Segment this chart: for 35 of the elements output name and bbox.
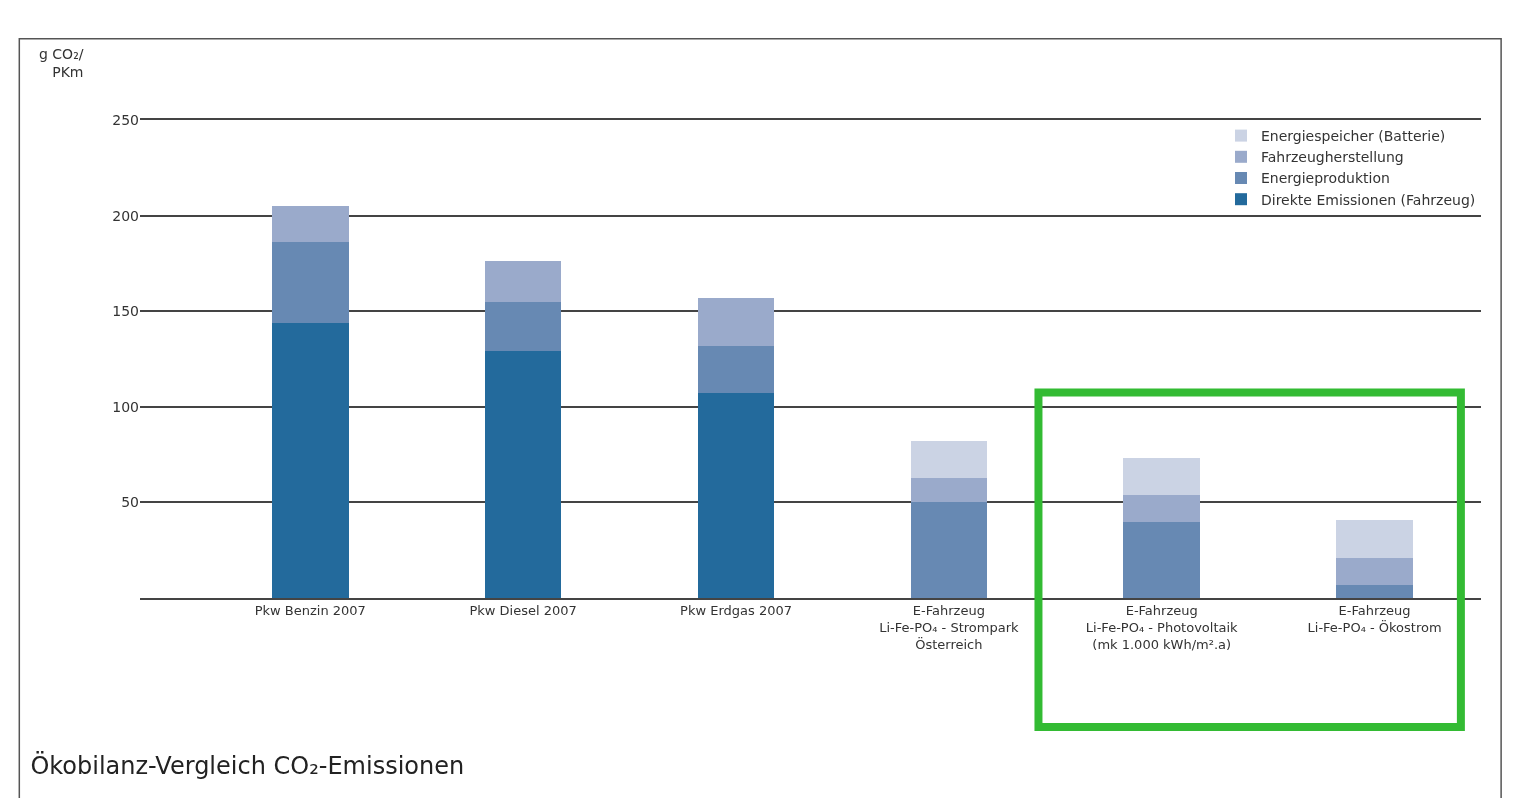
x-tick-label: E-Fahrzeug Li-Fe-PO₄ - Strompark Österreich: [879, 603, 1020, 653]
bar: [271, 322, 349, 598]
x-tick-label: E-Fahrzeug Li-Fe-PO₄ - Photovoltaik (mk 1.000 kWh/m².a): [1085, 603, 1239, 653]
bar: [910, 502, 988, 598]
bar: [271, 206, 349, 243]
legend-label: Energieproduktion: [1261, 170, 1390, 187]
bar: [484, 301, 562, 352]
legend-label: Energiespeicher (Batterie): [1261, 128, 1446, 145]
x-tick-label: Pkw Diesel 2007: [469, 603, 577, 619]
bar: [484, 261, 562, 302]
x-tick-label: Pkw Benzin 2007: [254, 603, 366, 619]
bar: [1123, 458, 1201, 495]
y-tick-label: 150: [112, 303, 139, 320]
bar: [697, 393, 775, 598]
text: Ökobilanz-Vergleich CO₂-Emissionen: [30, 751, 465, 781]
legend-label: Direkte Emissionen (Fahrzeug): [1261, 191, 1476, 208]
y-tick-label: 100: [112, 398, 139, 415]
bar: [484, 351, 562, 598]
legend-label: Fahrzeugherstellung: [1261, 149, 1404, 166]
bar: [1123, 521, 1201, 598]
bar: [910, 477, 988, 503]
bar: [1123, 494, 1201, 522]
bar: [1336, 584, 1413, 598]
bar: [910, 441, 988, 478]
bar: [697, 297, 775, 346]
bar: [1336, 519, 1413, 558]
y-tick-label: 200: [112, 207, 139, 224]
bar: [271, 242, 349, 323]
bar: [697, 345, 775, 394]
x-tick-label: Pkw Erdgas 2007: [680, 603, 792, 619]
y-tick-label: 50: [121, 494, 139, 511]
bar: [1336, 557, 1413, 585]
x-tick-label: E-Fahrzeug Li-Fe-PO₄ - Ökostrom: [1307, 603, 1442, 636]
y-tick-label: 250: [112, 111, 139, 128]
y-axis-title: g CO₂/ PKm: [39, 46, 84, 81]
